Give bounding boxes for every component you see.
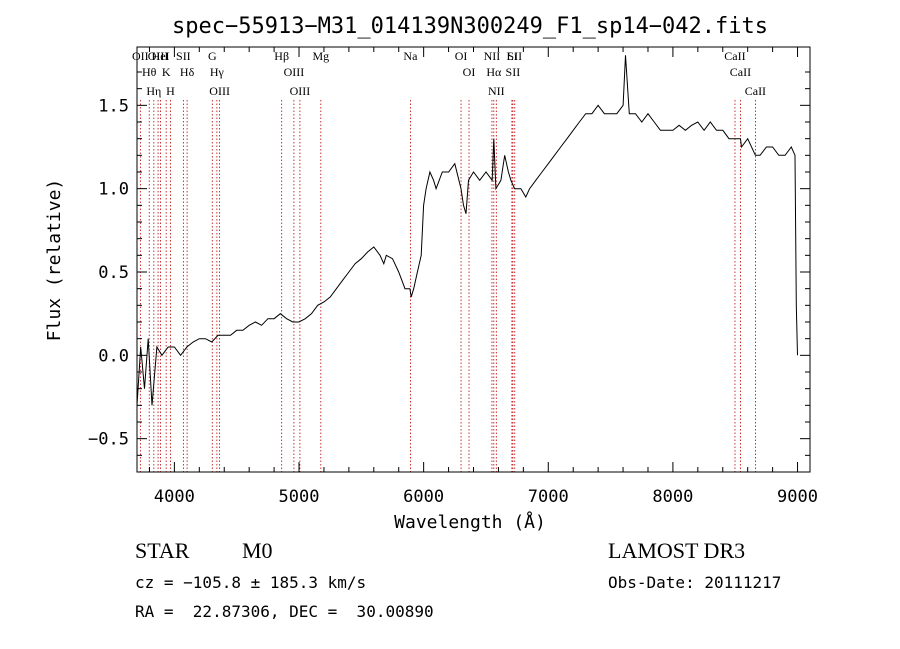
x-tick-label: 9000: [777, 487, 818, 507]
y-tick-label: 1.0: [98, 180, 129, 200]
observation-date: Obs-Date: 20111217: [608, 573, 782, 592]
line-marker-label: Mg: [312, 49, 329, 63]
x-tick-label: 8000: [652, 487, 693, 507]
line-marker-label: OIII: [290, 84, 311, 98]
object-class: STAR: [135, 538, 190, 563]
x-tick-label: 4000: [154, 487, 195, 507]
y-tick-label: 1.5: [98, 96, 129, 116]
y-tick-label: 0.0: [98, 346, 129, 366]
line-marker-label: H: [166, 84, 175, 98]
line-marker-label: NII: [488, 84, 505, 98]
line-marker-label: Hα: [486, 65, 502, 79]
line-marker-label: Hθ: [142, 65, 157, 79]
coordinates: RA = 22.87306, DEC = 30.00890: [135, 602, 434, 621]
line-marker-label: SII: [176, 49, 191, 63]
line-marker-label: G: [208, 49, 217, 63]
line-marker-label: CaII: [724, 49, 745, 63]
x-tick-label: 7000: [528, 487, 569, 507]
line-marker-label: OII: [132, 49, 149, 63]
y-axis-label: Flux (relative): [44, 179, 65, 342]
line-marker-label: K: [162, 65, 171, 79]
emission-line-markers: OIIHθHηOIIIHeIKHSIIHδGHγOIIIHβOIIIOIIIMg…: [132, 49, 766, 472]
plot-frame: [136, 46, 811, 473]
line-marker-label: HeI: [152, 49, 170, 63]
line-marker-label: Hη: [146, 84, 161, 98]
x-axis-label: Wavelength (Å): [394, 511, 546, 533]
line-marker-label: CaII: [745, 84, 766, 98]
survey-label: LAMOST DR3: [608, 538, 746, 563]
chart-title: spec−55913−M31_014139N300249_F1_sp14−042…: [172, 14, 768, 39]
line-marker-label: Hγ: [210, 65, 225, 79]
line-marker-label: NII: [484, 49, 501, 63]
line-marker-label: Hδ: [180, 65, 195, 79]
line-marker-label: Na: [403, 49, 418, 63]
axis-tick-labels: 4000 5000 6000 7000 8000 9000 −0.5 0.0 0.5 1.0 1.5: [88, 96, 818, 507]
line-marker-label: OIII: [284, 65, 305, 79]
line-marker-label: OIII: [209, 84, 230, 98]
y-tick-label: 0.5: [98, 263, 129, 283]
y-tick-label: −0.5: [88, 430, 129, 450]
line-marker-label: SII: [507, 49, 522, 63]
axis-ticks: [137, 47, 810, 472]
redshift-velocity: cz = −105.8 ± 185.3 km/s: [135, 573, 367, 592]
x-tick-label: 5000: [279, 487, 320, 507]
line-marker-label: SII: [506, 65, 521, 79]
spectrum-line: [136, 55, 798, 406]
x-tick-label: 6000: [403, 487, 444, 507]
line-marker-label: OI: [463, 65, 476, 79]
line-marker-label: OI: [455, 49, 468, 63]
line-marker-label: Hβ: [274, 49, 289, 63]
line-marker-label: Li: [507, 49, 518, 63]
object-subclass: M0: [242, 538, 273, 563]
line-marker-label: CaII: [730, 65, 751, 79]
line-marker-label: OIII: [148, 49, 169, 63]
